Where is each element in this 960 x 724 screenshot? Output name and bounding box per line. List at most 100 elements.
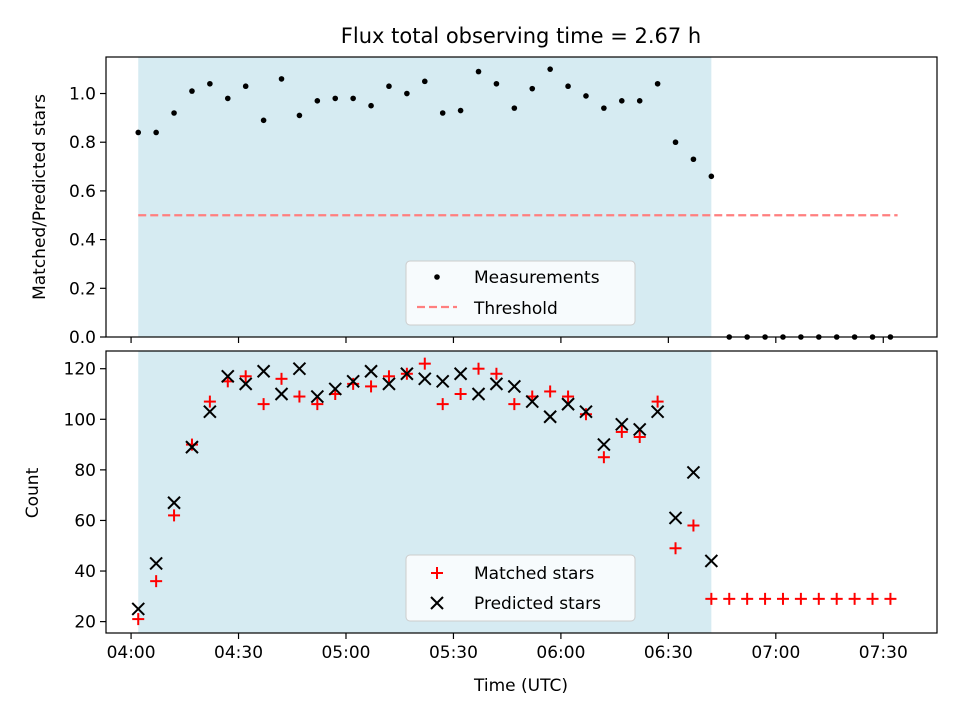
count-panel-frame: [105, 350, 938, 634]
predicted-star-point: [400, 367, 414, 381]
count-panel-legend: Matched stars Predicted stars: [405, 554, 636, 622]
predicted-star-d2: [364, 364, 378, 378]
predicted-star-d2: [382, 377, 396, 391]
measurement-point: [636, 98, 643, 104]
measurement-point: [386, 83, 392, 90]
measurement-point: [153, 129, 159, 136]
ratio-panel-yticks: 0.0 0.2 0.4 0.6 0.8 1.0: [69, 85, 106, 348]
predicted-star-d2: [328, 382, 342, 396]
predicted-star-point: [149, 556, 163, 571]
legend-measurement-marker: [434, 274, 440, 280]
matched-star-point: [257, 398, 270, 411]
predicted-star-d2: [597, 437, 611, 452]
y-tick-label: 0.4: [69, 231, 96, 251]
matched-star-point: [203, 395, 216, 408]
predicted-star-d2: [346, 374, 360, 389]
ratio-panel: 0.0 0.2 0.4 0.6 0.8 1.0 Matched/Predicted sta…: [30, 56, 938, 348]
measurement-point: [708, 173, 715, 180]
predicted-star-point: [382, 377, 396, 391]
measurement-point: [207, 80, 213, 87]
predicted-star-d2: [471, 387, 486, 401]
predicted-star-d2: [221, 369, 235, 383]
y-tick-label: 80: [74, 461, 96, 481]
predicted-star-d2: [256, 364, 271, 378]
matched-star-point: [705, 592, 718, 605]
predicted-star-point: [453, 367, 468, 381]
predicted-star-d2: [238, 377, 253, 391]
measurement-point: [314, 98, 321, 104]
legend-matched-marker: [431, 567, 443, 579]
predicted-star-d2: [203, 404, 217, 419]
chart-title: Flux total observing time = 2.67 h: [341, 24, 701, 48]
predicted-star-d2: [686, 465, 701, 480]
matched-star-point: [365, 380, 378, 393]
y-tick-label: 120: [64, 360, 96, 380]
predicted-star-d2: [507, 379, 522, 394]
predicted-star-point: [525, 394, 539, 409]
y-tick-label: 40: [74, 562, 96, 582]
predicted-star-point: [561, 397, 575, 411]
predicted-star-point: [471, 387, 486, 401]
measurement-point: [296, 112, 303, 119]
predicted-star-d2: [561, 397, 575, 411]
predicted-star-point: [292, 361, 307, 376]
predicted-star-d2: [435, 374, 450, 389]
matched-star-point: [615, 425, 628, 438]
predicted-star-point: [328, 382, 342, 396]
matched-star-point: [239, 370, 252, 383]
y-tick-label: 0.0: [69, 328, 96, 348]
count-panel-ylabel: Count: [23, 467, 43, 518]
matched-star-point: [418, 357, 431, 370]
predicted-star-point: [597, 437, 611, 452]
predicted-star-point: [221, 369, 235, 383]
measurement-point: [690, 156, 697, 163]
x-axis-label: Time (UTC): [473, 676, 568, 696]
predicted-star-point: [632, 422, 647, 437]
predicted-star-point: [256, 364, 271, 378]
matched-star-point: [723, 592, 736, 605]
count-panel-xticks: 04:00 04:30 05:00 05:30 06:00 06:30 07:00 07:30: [107, 633, 908, 663]
legend-threshold-label: Threshold: [473, 299, 558, 319]
predicted-star-point: [650, 404, 665, 419]
matched-star-point: [687, 519, 700, 532]
matched-star-point: [633, 430, 646, 443]
measurement-point: [493, 80, 500, 87]
predicted-star-d2: [704, 554, 719, 568]
count-panel-points: [131, 357, 897, 626]
measurement-point: [189, 88, 195, 94]
matched-star-point: [794, 592, 807, 605]
measurement-point: [421, 78, 428, 85]
matched-star-point: [651, 395, 664, 408]
matched-star-point: [132, 613, 145, 626]
matched-star-point: [776, 592, 789, 605]
predicted-star-d2: [167, 496, 181, 510]
matched-star-point: [347, 377, 360, 390]
y-tick-label: 0.2: [69, 279, 96, 299]
measurement-point: [547, 66, 553, 72]
matched-star-point: [490, 367, 503, 380]
measurement-point: [278, 76, 285, 82]
predicted-star-point: [686, 465, 701, 480]
measurement-point: [511, 105, 518, 111]
measurement-point: [332, 95, 339, 102]
predicted-star-d2: [131, 602, 145, 616]
count-panel: 20 40 60 80 100 120 04:00 04:30 05:00 05:30 06:00…: [23, 350, 938, 696]
predicted-star-d2: [615, 417, 629, 432]
matched-star-point: [597, 451, 610, 464]
matched-star-point: [382, 370, 395, 383]
predicted-star-d2: [292, 361, 307, 376]
matched-star-point: [669, 542, 682, 555]
matched-star-point: [472, 362, 485, 375]
predicted-star-d2: [310, 389, 325, 404]
predicted-star-d2: [668, 511, 683, 525]
measurement-point: [475, 68, 482, 75]
predicted-star-point: [579, 404, 593, 419]
y-tick-label: 60: [74, 511, 96, 531]
x-tick-label: 07:30: [859, 643, 908, 663]
matched-star-point: [168, 509, 181, 522]
measurement-point: [350, 95, 356, 102]
matched-star-point: [544, 385, 557, 398]
measurement-point: [260, 117, 267, 124]
predicted-star-d2: [543, 410, 557, 424]
measurement-point: [601, 105, 607, 111]
